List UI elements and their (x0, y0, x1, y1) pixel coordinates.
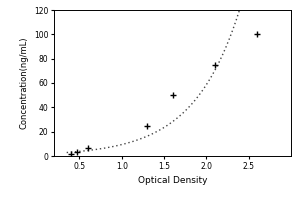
Y-axis label: Concentration(ng/mL): Concentration(ng/mL) (20, 37, 28, 129)
X-axis label: Optical Density: Optical Density (138, 176, 207, 185)
